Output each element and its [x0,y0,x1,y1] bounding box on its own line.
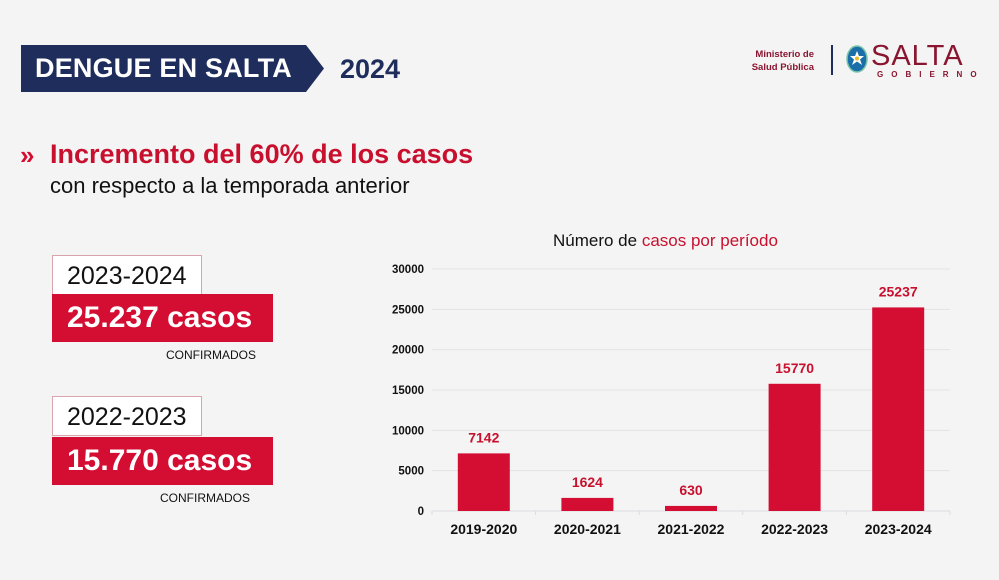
y-tick-label: 25000 [392,304,424,316]
x-tick-label: 2023-2024 [865,521,932,537]
banner-arrow-shape [21,45,324,92]
stat-note-1: CONFIRMADOS [166,348,256,362]
stat-note-2: CONFIRMADOS [160,491,250,505]
x-tick-label: 2022-2023 [761,521,828,537]
stat-period-1: 2023-2024 [52,255,202,295]
bar-value-label: 15770 [775,360,814,376]
x-tick-label: 2019-2020 [450,521,517,537]
x-tick-label: 2021-2022 [658,521,725,537]
bar [768,383,821,511]
x-tick-label: 2020-2021 [554,521,621,537]
bar [665,505,717,511]
bar [872,307,925,511]
y-tick-label: 0 [418,506,424,518]
bar-value-label: 630 [679,482,703,498]
banner-title: DENGUE EN SALTA [35,53,293,83]
bar [457,453,510,511]
chevron-double-right-icon: » [20,140,35,170]
ministry-line-2: Salud Pública [751,62,814,73]
star-badge-icon [846,45,868,78]
bar-value-label: 25237 [879,283,918,299]
y-tick-label: 20000 [392,345,424,357]
ministry-line-1: Ministerio de [755,49,814,60]
ministry-label: Ministerio de Salud Pública [740,48,814,74]
banner-year: 2024 [340,54,401,84]
y-tick-label: 10000 [392,425,424,437]
title-banner: DENGUE EN SALTA [21,45,324,92]
bar-value-label: 7142 [468,429,499,445]
stat-period-2: 2022-2023 [52,396,202,436]
y-tick-label: 15000 [392,385,424,397]
bar-value-label: 1624 [572,474,603,490]
chart-title: Número de casos por período [553,231,778,251]
logo-gobierno: GOBIERNO [877,70,985,79]
chart-title-part-2: casos por período [641,231,778,250]
chart-title-part-1: Número de [553,231,642,250]
stat-cases-1: 25.237 casos [52,294,273,342]
stat-cases-2: 15.770 casos [52,437,273,485]
headline-sub: con respecto a la temporada anterior [50,173,410,198]
header-divider [831,45,833,75]
logo-salta: SALTA [871,40,964,72]
headline-main: Incremento del 60% de los casos [50,139,474,169]
bar [561,497,614,511]
y-tick-label: 5000 [398,466,424,478]
y-tick-label: 30000 [392,264,424,276]
